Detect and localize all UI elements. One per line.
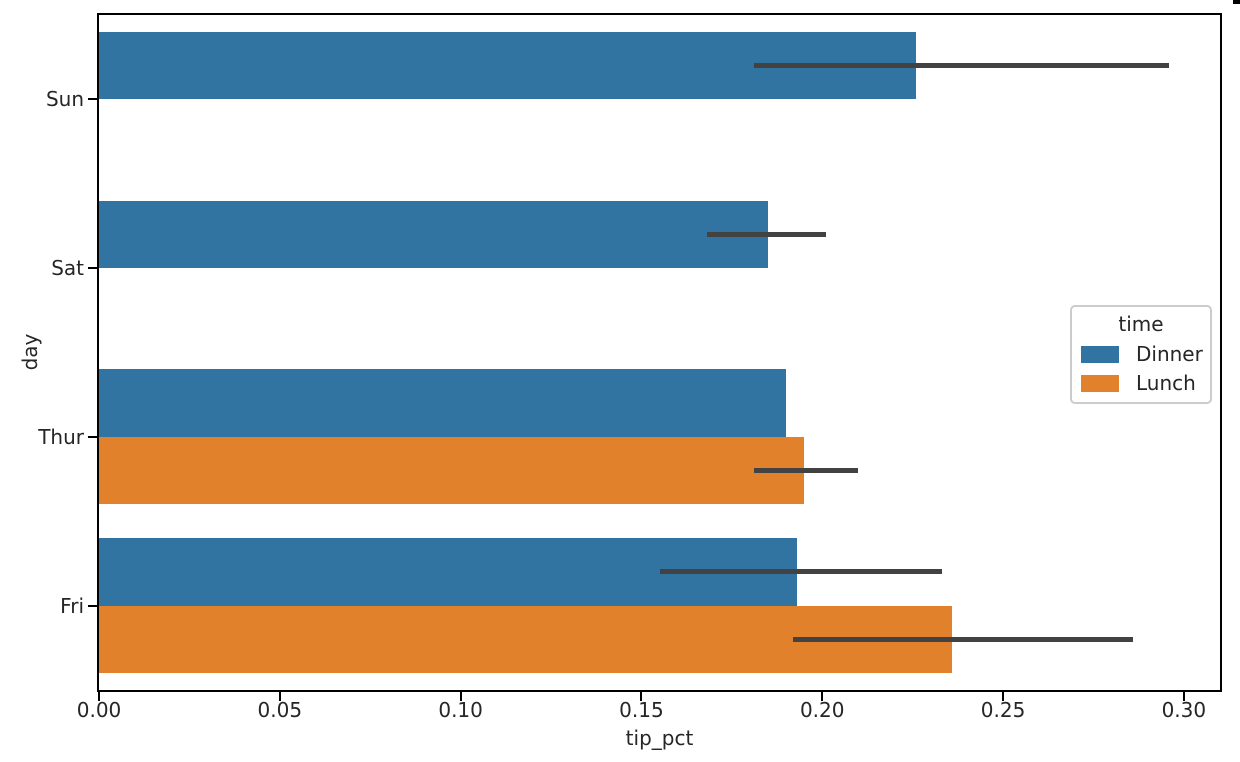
lunch-swatch-icon (1081, 375, 1119, 392)
x-tick-label: 0.30 (1161, 698, 1207, 722)
legend-label-dinner: Dinner (1136, 342, 1203, 366)
errorbar-fri-lunch (793, 636, 1134, 642)
legend-row-dinner: Dinner (1081, 342, 1203, 366)
y-tick-label-sun: Sun (45, 87, 84, 112)
bar-sat-dinner (99, 200, 768, 269)
y-tick-label-sat: Sat (51, 256, 84, 281)
x-tick-mark (278, 692, 281, 701)
x-tick-label: 0.10 (438, 698, 483, 722)
bar-thur-dinner (99, 369, 787, 437)
legend: time Dinner Lunch (1070, 305, 1212, 404)
x-tick-label: 0.25 (980, 698, 1026, 722)
x-tick-mark (459, 692, 462, 701)
y-tick-mark (88, 604, 97, 607)
y-tick-mark (88, 267, 97, 270)
x-tick-mark (1182, 692, 1185, 701)
errorbar-sat-dinner (706, 231, 826, 237)
x-tick-mark (1002, 692, 1005, 701)
errorbar-thur-lunch (753, 468, 859, 474)
y-tick-label-fri: Fri (60, 593, 84, 618)
x-tick-label: 0.20 (799, 698, 845, 722)
bar-thur-lunch (99, 436, 805, 505)
x-tick-label: 0.05 (257, 698, 303, 722)
x-tick-mark (821, 692, 824, 701)
y-tick-mark (88, 435, 97, 438)
y-tick-label-thur: Thur (38, 424, 84, 449)
x-axis-label: tip_pct (625, 726, 694, 750)
legend-title: time (1118, 312, 1164, 336)
dinner-swatch-icon (1081, 346, 1119, 363)
y-axis-label: day (18, 333, 42, 371)
x-tick-mark (98, 692, 100, 701)
y-tick-mark (88, 98, 97, 101)
errorbar-sun-dinner (753, 63, 1170, 69)
x-tick-label: 0.15 (619, 698, 664, 722)
legend-label-lunch: Lunch (1136, 371, 1196, 395)
x-tick-mark (640, 692, 643, 701)
corner-artifact (1233, 0, 1240, 4)
x-tick-label: 0.00 (76, 698, 122, 722)
errorbar-fri-dinner (659, 569, 942, 575)
legend-row-lunch: Lunch (1081, 372, 1201, 395)
plot-area (97, 13, 1222, 692)
